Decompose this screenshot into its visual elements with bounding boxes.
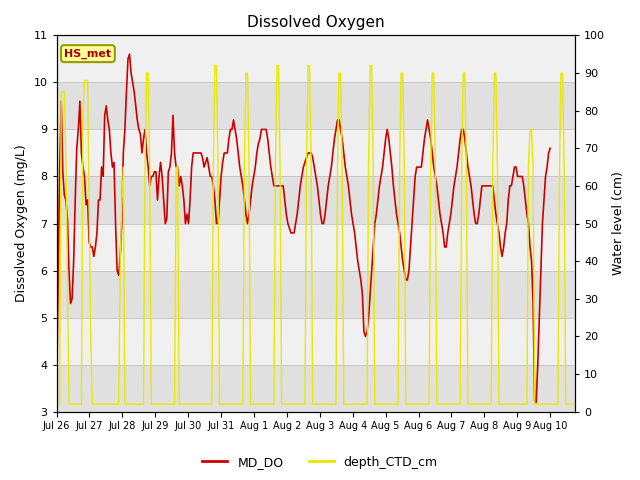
Bar [56,130,575,177]
Bar [56,177,575,224]
Legend: MD_DO, depth_CTD_cm: MD_DO, depth_CTD_cm [197,451,443,474]
Y-axis label: Dissolved Oxygen (mg/L): Dissolved Oxygen (mg/L) [15,144,28,302]
Title: Dissolved Oxygen: Dissolved Oxygen [247,15,385,30]
Bar [56,224,575,271]
Bar [56,318,575,365]
Bar [56,271,575,318]
Bar [56,83,575,130]
Text: HS_met: HS_met [65,48,111,59]
Y-axis label: Water level (cm): Water level (cm) [612,171,625,276]
Bar [56,365,575,412]
Bar [56,36,575,83]
